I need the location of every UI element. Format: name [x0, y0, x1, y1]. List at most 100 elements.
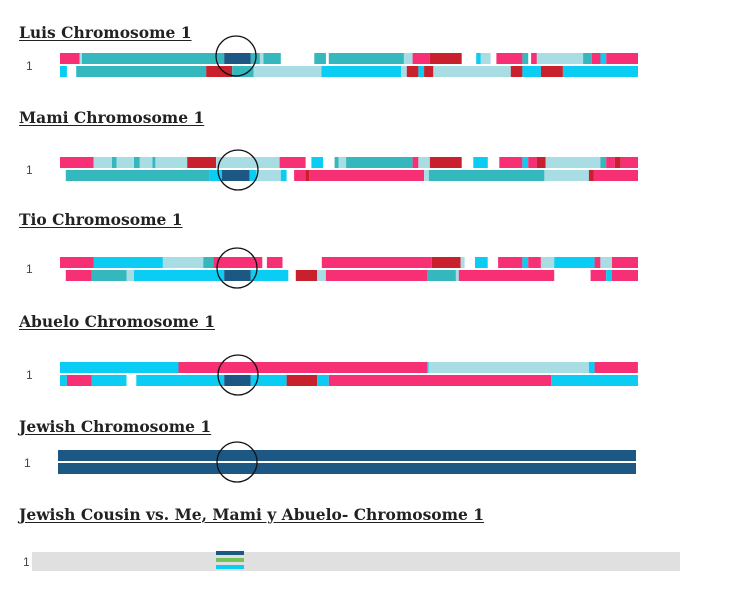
- luis-chromosome-number: 1: [26, 59, 33, 73]
- abuelo-strand-1-segment: [178, 362, 427, 373]
- comparison-chromosome-number: 1: [23, 555, 30, 569]
- mami-highlight-circle: shared region: [217, 149, 259, 191]
- luis-strand-2-segment: [418, 66, 425, 77]
- luis-strand-1-segment: [60, 53, 80, 64]
- tio-strand-1-segment: [528, 257, 541, 268]
- tio-strand-1-segment: [460, 257, 465, 268]
- abuelo-strand-2-segment: [66, 375, 92, 386]
- mami-strand-2-segment: [280, 170, 287, 181]
- luis-strand-2-segment: [406, 66, 419, 77]
- luis-strand-1-segment: [531, 53, 537, 64]
- tio-chromosome-title: Tio Chromosome 1: [19, 210, 183, 229]
- tio-strand-1-segment: [431, 257, 461, 268]
- mami-strand-1-segment: [522, 157, 529, 168]
- mami-strand-2-segment: [294, 170, 306, 181]
- abuelo-strand-1-segment: [60, 362, 179, 373]
- luis-strand-2-segment: [401, 66, 407, 77]
- tio-strand-1-segment: [266, 257, 283, 268]
- luis-strand-2-segment: [433, 66, 511, 77]
- tio-strand-2-segment: [455, 270, 459, 281]
- luis-strand-1-segment: [82, 53, 225, 64]
- mami-strand-1-segment: [545, 157, 601, 168]
- luis-strand-1-segment: [263, 53, 281, 64]
- tio-strand-2-segment: [250, 270, 289, 281]
- luis-strand-1-segment: [522, 53, 529, 64]
- abuelo-strand-2-segment: [286, 375, 318, 386]
- mami-strand-1-segment: [112, 157, 117, 168]
- luis-strand-2-segment: [321, 66, 402, 77]
- abuelo-strand-1-segment: [427, 362, 429, 373]
- tio-chromosome-number: 1: [26, 262, 33, 276]
- abuelo-highlight-circle: shared region: [217, 354, 259, 396]
- luis-strand-2-segment: [253, 66, 322, 77]
- tio-strand-1-segment: [203, 257, 214, 268]
- mami-strand-2-segment: [65, 170, 210, 181]
- luis-strand-1-segment: [224, 53, 251, 64]
- abuelo-strand-2-segment: [250, 375, 287, 386]
- mami-strand-2-segment: [544, 170, 589, 181]
- tio-strand-1-segment: [498, 257, 523, 268]
- mami-strand-1-segment: [600, 157, 607, 168]
- mami-strand-2-segment: [305, 170, 310, 181]
- abuelo-strand-2-segment: [224, 375, 251, 386]
- abuelo-strand-1-segment: [428, 362, 589, 373]
- abuelo-strand-1-segment: [594, 362, 638, 373]
- abuelo-strand-2-segment: [60, 375, 67, 386]
- mami-strand-1-segment: [418, 157, 430, 168]
- luis-strand-2-segment: [562, 66, 638, 77]
- mami-strand-2-segment: [428, 170, 545, 181]
- mami-strand-2-segment: [593, 170, 638, 181]
- abuelo-strand-2-segment: [317, 375, 329, 386]
- mami-strand-2-segment: [209, 170, 222, 181]
- tio-strand-2-segment: [325, 270, 427, 281]
- tio-strand-2-segment: [317, 270, 326, 281]
- abuelo-strand-2-segment: [136, 375, 225, 386]
- tio-strand-1-segment: [600, 257, 612, 268]
- mami-strand-2-segment: [588, 170, 594, 181]
- mami-strand-1-segment: [528, 157, 537, 168]
- tio-strand-2-segment: [224, 270, 251, 281]
- tio-strand-2-segment: [134, 270, 225, 281]
- tio-strand-2-segment: [91, 270, 127, 281]
- luis-strand-1-segment: [429, 53, 462, 64]
- jewish-chromosome-number: 1: [24, 456, 31, 470]
- tio-strand-2-segment: [612, 270, 638, 281]
- luis-strand-1-segment: [79, 53, 82, 64]
- mami-strand-1-segment: [614, 157, 621, 168]
- jewish-highlight-circle: shared region: [216, 441, 258, 483]
- jewish-chromosome-title: Jewish Chromosome 1: [19, 417, 212, 436]
- tio-strand-1-segment: [162, 257, 204, 268]
- mami-strand-1-segment: [60, 157, 94, 168]
- mami-strand-1-segment: [338, 157, 347, 168]
- mami-strand-1-segment: [279, 157, 306, 168]
- mami-strand-2-segment: [221, 170, 250, 181]
- luis-strand-1-segment: [496, 53, 523, 64]
- abuelo-strand-2-segment: [551, 375, 638, 386]
- luis-strand-1-segment: [476, 53, 481, 64]
- tio-strand-1-segment: [213, 257, 263, 268]
- mami-strand-1-segment: [346, 157, 413, 168]
- mami-strand-1-segment: [412, 157, 419, 168]
- abuelo-strand-2-segment: [328, 375, 552, 386]
- luis-strand-1-segment: [583, 53, 592, 64]
- tio-highlight-circle: shared region: [216, 247, 258, 289]
- comparison-match-bar-navy: [216, 551, 244, 555]
- mami-strand-1-segment: [334, 157, 339, 168]
- mami-strand-1-segment: [473, 157, 488, 168]
- tio-strand-1-segment: [475, 257, 488, 268]
- luis-strand-2-segment: [522, 66, 541, 77]
- comparison-title: Jewish Cousin vs. Me, Mami y Abuelo- Chr…: [19, 505, 485, 524]
- tio-strand-2-segment: [126, 270, 134, 281]
- luis-chromosome-title: Luis Chromosome 1: [19, 23, 192, 42]
- mami-strand-1-segment: [429, 157, 462, 168]
- luis-strand-2-segment: [232, 66, 254, 77]
- luis-strand-1-segment: [606, 53, 638, 64]
- mami-chromosome-title: Mami Chromosome 1: [19, 108, 205, 127]
- mami-strand-1-segment: [134, 157, 140, 168]
- tio-strand-1-segment: [93, 257, 163, 268]
- mami-strand-1-segment: [155, 157, 188, 168]
- mami-strand-1-segment: [536, 157, 546, 168]
- tio-strand-2-segment: [606, 270, 612, 281]
- abuelo-strand-1-segment: [588, 362, 595, 373]
